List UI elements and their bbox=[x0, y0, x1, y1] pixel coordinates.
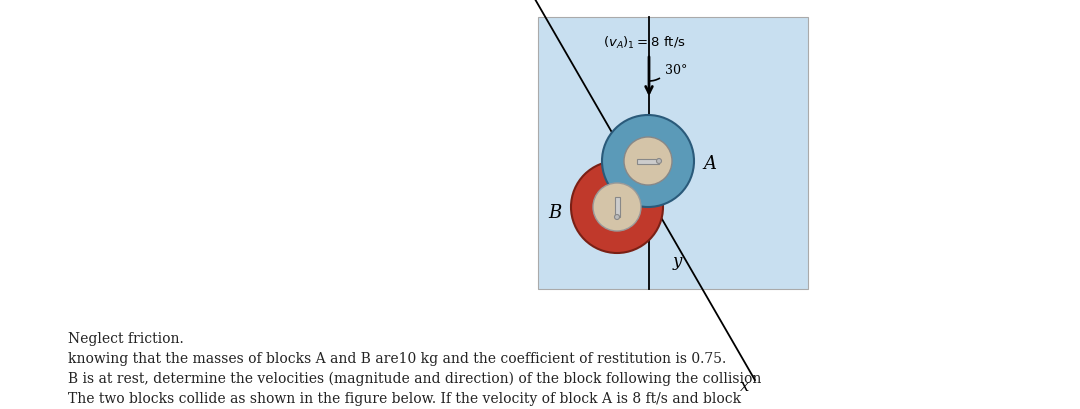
Circle shape bbox=[624, 138, 672, 186]
Circle shape bbox=[615, 215, 620, 220]
Text: A: A bbox=[703, 155, 716, 173]
Text: B is at rest, determine the velocities (magnitude and direction) of the block fo: B is at rest, determine the velocities (… bbox=[68, 371, 761, 385]
Text: Neglect friction.: Neglect friction. bbox=[68, 331, 184, 345]
Circle shape bbox=[657, 159, 661, 164]
Circle shape bbox=[624, 173, 648, 196]
Text: $(v_A)_1 = 8\ \mathrm{ft/s}$: $(v_A)_1 = 8\ \mathrm{ft/s}$ bbox=[603, 35, 686, 51]
Text: B: B bbox=[549, 204, 562, 221]
Circle shape bbox=[571, 162, 663, 254]
Bar bbox=[538, 18, 808, 289]
Text: knowing that the masses of blocks A and B are10 kg and the coefficient of restit: knowing that the masses of blocks A and … bbox=[68, 351, 726, 365]
Text: y: y bbox=[673, 253, 681, 270]
Text: 30°: 30° bbox=[665, 63, 687, 76]
Text: The two blocks collide as shown in the figure below. If the velocity of block A : The two blocks collide as shown in the f… bbox=[68, 391, 741, 405]
Circle shape bbox=[593, 184, 642, 231]
Circle shape bbox=[602, 116, 694, 207]
Bar bbox=[637, 159, 659, 164]
Text: x: x bbox=[740, 377, 750, 394]
Bar bbox=[615, 198, 620, 218]
